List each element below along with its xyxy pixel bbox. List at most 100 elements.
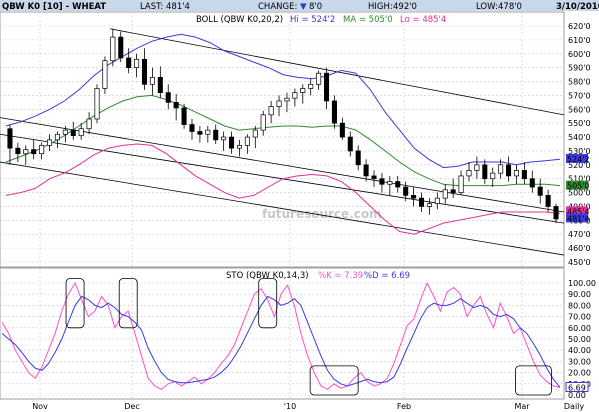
candle-body bbox=[86, 118, 92, 130]
candle-body bbox=[189, 124, 195, 132]
candle-body bbox=[244, 136, 250, 146]
candle-body bbox=[102, 60, 108, 89]
upper-band-line bbox=[5, 33, 561, 169]
sto-tick-label: 20.00 bbox=[568, 369, 591, 378]
channel-line bbox=[0, 117, 565, 213]
candle-body bbox=[316, 72, 322, 85]
candle-body bbox=[411, 195, 417, 199]
candle-body bbox=[308, 83, 314, 89]
x-tick-label: Dec bbox=[124, 402, 139, 411]
price-tick-label: 540'0 bbox=[568, 133, 591, 142]
candle-body bbox=[466, 170, 472, 177]
sto-tick-label: 50.00 bbox=[568, 335, 591, 344]
candle-body bbox=[54, 133, 60, 141]
candle-body bbox=[70, 129, 76, 137]
sto-tick-label: 100.00 bbox=[568, 279, 596, 288]
peak-highlight-box bbox=[258, 278, 278, 329]
candle-body bbox=[141, 58, 148, 85]
peak-highlight-box bbox=[65, 278, 85, 329]
boll-ma-legend: MA = 505'0 bbox=[343, 15, 393, 25]
candle-body bbox=[205, 129, 211, 135]
sto-tick-label: 90.00 bbox=[568, 290, 591, 299]
candle-body bbox=[553, 206, 559, 220]
price-tick-label: 470'0 bbox=[568, 230, 591, 239]
lo-badge-label: 485'4 bbox=[567, 207, 590, 216]
price-tick-label: 560'0 bbox=[568, 105, 591, 114]
high-value: 492'0 bbox=[393, 2, 417, 12]
candle-body bbox=[260, 114, 266, 131]
price-tick-label: 570'0 bbox=[568, 91, 591, 100]
candle-body bbox=[110, 36, 116, 62]
price-tick-label: 550'0 bbox=[568, 119, 591, 128]
x-tick-label: Daily bbox=[564, 402, 585, 411]
hi-badge-bg bbox=[566, 153, 588, 163]
x-tick-label: Mar bbox=[514, 402, 530, 411]
candle-body bbox=[300, 88, 306, 93]
sto-tick-label: 40.00 bbox=[568, 346, 591, 355]
candle-body bbox=[387, 181, 393, 185]
candle-body bbox=[118, 36, 124, 59]
candle-body bbox=[545, 195, 551, 207]
price-tick-label: 520'0 bbox=[568, 161, 591, 170]
candle-body bbox=[537, 186, 543, 196]
candle-body bbox=[474, 164, 480, 171]
candle-body bbox=[181, 107, 187, 125]
price-tick-label: 610'0 bbox=[568, 36, 591, 45]
candle-body bbox=[229, 136, 235, 149]
candle-body bbox=[355, 150, 361, 166]
price-tick-label: 580'0 bbox=[568, 78, 591, 87]
candle-body bbox=[506, 164, 512, 177]
high-label: HIGH: bbox=[368, 2, 393, 12]
candle-body bbox=[363, 164, 369, 177]
candle-body bbox=[395, 181, 401, 188]
last-badge-bg bbox=[566, 213, 588, 223]
candle-body bbox=[521, 170, 527, 180]
candle-body bbox=[149, 77, 155, 85]
price-tick-label: 460'0 bbox=[568, 244, 591, 253]
candle-body bbox=[418, 197, 425, 207]
low-value: 478'0 bbox=[498, 2, 522, 12]
candle-body bbox=[165, 92, 171, 103]
candle-body bbox=[284, 97, 290, 102]
sto-d-badge-bg bbox=[565, 381, 589, 392]
ma-badge-label: 505'0 bbox=[567, 182, 590, 191]
candle-body bbox=[252, 129, 258, 138]
candle-body bbox=[236, 145, 242, 149]
price-tick-label: 450'0 bbox=[568, 258, 591, 267]
candle-body bbox=[339, 122, 345, 138]
sto-legend: STO (QBW K0,14,3) bbox=[226, 271, 309, 281]
candle-body bbox=[94, 88, 100, 120]
trough-highlight-box bbox=[309, 365, 359, 396]
candle-body bbox=[78, 128, 84, 137]
candle-body bbox=[15, 147, 21, 155]
candle-body bbox=[23, 149, 29, 155]
sto-tick-label: 80.00 bbox=[568, 301, 591, 310]
boll-lo-legend: Lo = 485'4 bbox=[400, 15, 446, 25]
sto-d-line bbox=[1, 295, 561, 388]
candle-body bbox=[482, 164, 488, 180]
candle-body bbox=[331, 100, 337, 124]
candle-body bbox=[157, 77, 163, 93]
candle-body bbox=[39, 145, 45, 155]
ma-badge-bg bbox=[566, 180, 588, 190]
candle-body bbox=[403, 186, 409, 196]
x-tick-label: Feb bbox=[397, 402, 411, 411]
candle-body bbox=[324, 72, 330, 102]
candle-body bbox=[379, 178, 385, 185]
candle-body bbox=[490, 172, 496, 180]
candle-body bbox=[62, 129, 68, 135]
sto-tick-label: 70.00 bbox=[568, 313, 591, 322]
candle-body bbox=[529, 178, 535, 188]
sto-tick-label: 30.00 bbox=[568, 357, 591, 366]
boll-legend: BOLL (QBW K0,20,2) bbox=[196, 15, 283, 25]
chart-date: 3/10/2010 bbox=[556, 2, 599, 12]
candle-body bbox=[173, 102, 179, 109]
price-tick-label: 590'0 bbox=[568, 64, 591, 73]
low-label: LOW: bbox=[476, 2, 498, 12]
candle-body bbox=[450, 189, 456, 193]
sto-d-legend: %D = 6.69 bbox=[364, 271, 410, 281]
last-badge-label: 481'4 bbox=[567, 214, 590, 223]
sto-panel bbox=[0, 267, 565, 400]
sto-k-legend: %K = 7.39 bbox=[318, 271, 363, 281]
